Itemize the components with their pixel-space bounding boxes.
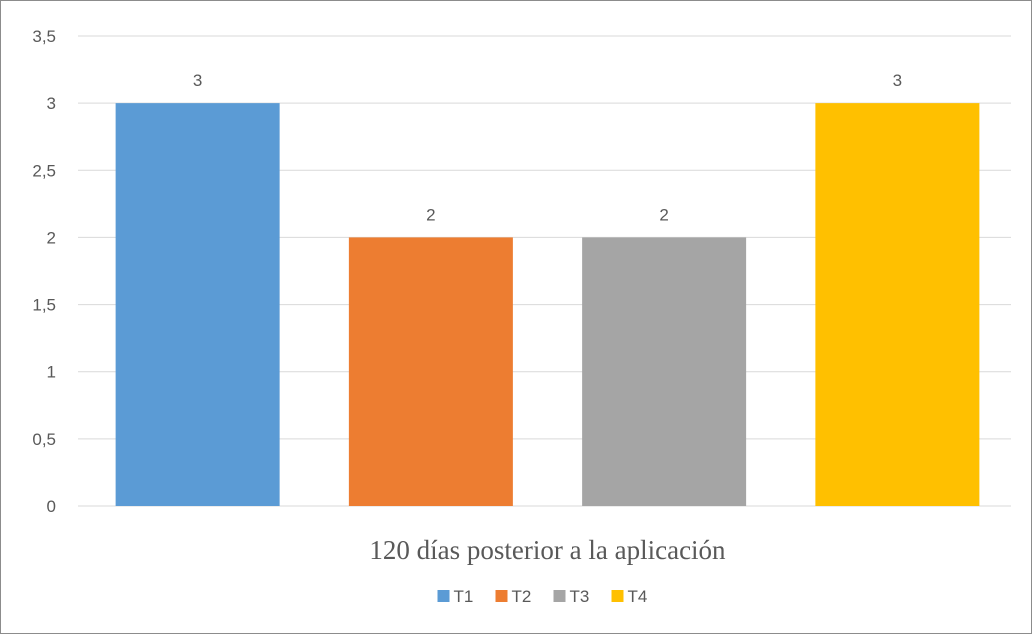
bar-t4 — [815, 103, 980, 507]
x-axis-label: 120 días posterior a la aplicación — [369, 535, 726, 565]
bar-t2 — [348, 237, 513, 506]
legend-item-t1: T1 — [437, 587, 474, 606]
legend-label: T4 — [628, 587, 648, 606]
y-tick-label: 2,5 — [32, 161, 56, 180]
y-tick-label: 3 — [47, 94, 56, 113]
bar-t1 — [115, 103, 280, 507]
data-label: 2 — [659, 205, 668, 224]
legend-label: T1 — [454, 587, 474, 606]
data-label: 2 — [426, 205, 435, 224]
y-tick-label: 1,5 — [32, 296, 56, 315]
y-axis-ticks: 0 0,5 1 1,5 2 2,5 3 3,5 — [32, 27, 56, 516]
y-tick-label: 1 — [47, 363, 56, 382]
bar-t3 — [582, 237, 747, 506]
y-tick-label: 3,5 — [32, 27, 56, 46]
legend-item-t3: T3 — [553, 587, 590, 606]
legend-swatch — [553, 590, 566, 602]
legend-label: T3 — [570, 587, 590, 606]
data-labels: 3 2 2 3 — [193, 71, 902, 224]
y-tick-label: 0,5 — [32, 430, 56, 449]
legend-label: T2 — [512, 587, 532, 606]
data-label: 3 — [193, 71, 202, 90]
y-tick-label: 0 — [47, 497, 56, 516]
legend-item-t2: T2 — [495, 587, 532, 606]
legend-swatch — [611, 590, 624, 602]
data-label: 3 — [893, 71, 902, 90]
legend-swatch — [495, 590, 508, 602]
legend-swatch — [437, 590, 450, 602]
legend: T1 T2 T3 T4 — [437, 587, 648, 606]
y-tick-label: 2 — [47, 228, 56, 247]
legend-item-t4: T4 — [611, 587, 648, 606]
bars — [115, 103, 980, 507]
